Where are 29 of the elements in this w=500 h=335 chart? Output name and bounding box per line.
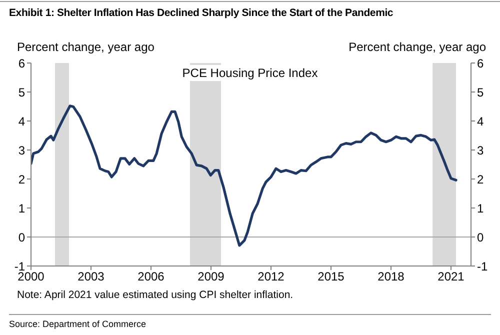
x-tick-label: 2018: [378, 270, 405, 284]
x-tick-label: 2015: [318, 270, 345, 284]
y2-tick-label: 1: [477, 201, 484, 216]
y-tick-label: 1: [18, 201, 26, 216]
x-tick-label: 2009: [198, 270, 225, 284]
x-tick-label: 2003: [78, 270, 105, 284]
y2-tick-label: 6: [477, 56, 484, 70]
y2-tick-label: 0: [477, 230, 484, 244]
y-tick-label: 0: [18, 230, 26, 244]
y-tick-label: 2: [18, 172, 26, 186]
y2-tick-label: 3: [477, 143, 484, 158]
x-tick-label: 2012: [258, 270, 285, 284]
x-tick-label: 2021: [438, 270, 465, 284]
y-tick-label: 3: [18, 143, 26, 158]
y2-tick-label: 5: [477, 85, 484, 100]
source-note: Source: Department of Commerce: [9, 319, 146, 329]
x-tick-label: 2006: [138, 270, 165, 284]
line-series: [31, 104, 458, 247]
y2-axis-title: Percent change, year ago: [348, 40, 486, 54]
y-tick-label: 5: [18, 85, 26, 100]
chart-title: Exhibit 1: Shelter Inflation Has Declined Sharply Since the Start of the Pandemic: [9, 7, 394, 19]
y2-tick-label: 4: [477, 114, 484, 128]
y-axis-title: Percent change, year ago: [17, 40, 154, 54]
y2-tick-label: 2: [477, 172, 484, 186]
text: PCE Housing Price Index: [179, 65, 321, 81]
y-tick-label: 4: [18, 114, 26, 128]
text: Note: April 2021 value estimated using CPI shelter inflation.: [17, 289, 294, 301]
y-tick-label: 6: [18, 56, 26, 70]
y2-tick-label: -1: [477, 259, 488, 274]
